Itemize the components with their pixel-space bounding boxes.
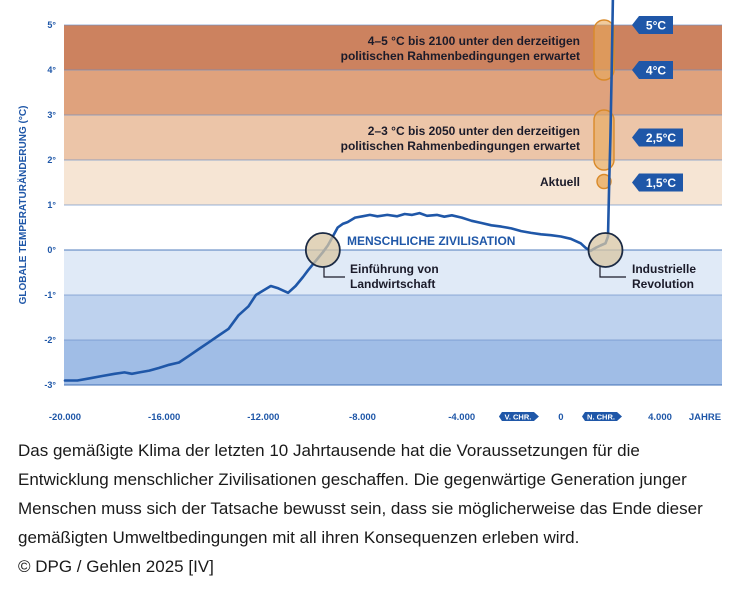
marker-5°C: 5°C	[632, 16, 673, 34]
era-tag-bg	[498, 412, 539, 421]
zivilisation-label: MENSCHLICHE ZIVILISATION	[347, 234, 515, 248]
y-axis-label: GLOBALE TEMPERATURÄNDERUNG (°C)	[16, 106, 29, 305]
scenario-high-label: politischen Rahmenbedingungen erwartet	[341, 49, 580, 63]
y-tick-label: 1°	[47, 200, 56, 210]
marker-tag	[632, 61, 673, 79]
scenario-high-label: 4–5 °C bis 2100 unter den derzeitigen	[368, 34, 580, 48]
industrie-label: Industrielle	[632, 262, 696, 276]
marker-label: 5°C	[646, 19, 666, 33]
industrial-circle	[587, 232, 624, 268]
gridlines	[64, 24, 722, 386]
caption-text: Das gemäßigte Klima der letzten 10 Jahrt…	[18, 441, 703, 547]
marker-2,5°C: 2,5°C	[632, 128, 683, 147]
caption: Das gemäßigte Klima der letzten 10 Jahrt…	[18, 436, 734, 581]
band-3-4	[64, 70, 722, 115]
era-tag-bg	[581, 412, 622, 421]
x-tick-label: -4.000	[448, 412, 475, 423]
landwirtschaft-leader	[323, 266, 345, 278]
marker-tag	[632, 16, 673, 34]
series	[63, 0, 615, 382]
y-tick-label: 0°	[47, 245, 56, 255]
x-tick-label: 0	[558, 412, 563, 423]
y-tick-label: -2°	[44, 335, 56, 345]
era-tag-label: V. CHR.	[505, 413, 532, 422]
era-tag-label: N. CHR.	[587, 413, 615, 422]
y-tick-label: -3°	[44, 380, 56, 390]
temperature-markers: 5°C 4°C 2,5°C 1,5°C	[632, 16, 683, 192]
landwirtschaft-label: Einführung von	[350, 262, 439, 276]
era-tag: N. CHR.	[581, 412, 622, 422]
marker-label: 1,5°C	[646, 176, 676, 190]
aktuell-label: Aktuell	[540, 175, 580, 189]
marker-tag	[632, 128, 683, 147]
x-tick-label: -16.000	[148, 412, 180, 423]
agriculture-circle	[304, 232, 341, 268]
y-tick-label: 5°	[47, 20, 56, 30]
y-axis-ticks: 5° 4° 3° 2° 1° 0° -1° -2° -3°	[44, 20, 56, 390]
x-tick-label: 4.000	[648, 412, 672, 423]
range-4-5	[593, 19, 615, 81]
era-tag: V. CHR.	[498, 412, 539, 422]
marker-label: 4°C	[646, 64, 666, 78]
x-tick-label: -12.000	[247, 412, 279, 423]
y-tick-label: 3°	[47, 110, 56, 120]
temperature-line	[63, 0, 615, 382]
scenario-mid-label: 2–3 °C bis 2050 unter den derzeitigen	[368, 124, 580, 138]
y-tick-label: 4°	[47, 65, 56, 75]
annotations: 4–5 °C bis 2100 unter den derzeitigenpol…	[323, 34, 696, 291]
range-aktuell	[596, 173, 612, 190]
scenario-mid-label: politischen Rahmenbedingungen erwartet	[341, 139, 580, 153]
caption-credit: © DPG / Gehlen 2025 [IV]	[18, 557, 214, 576]
industrie-label: Revolution	[632, 277, 694, 291]
marker-label: 2,5°C	[646, 131, 676, 145]
y-tick-label: 2°	[47, 155, 56, 165]
highlight-circles	[304, 232, 624, 268]
band--3--2	[64, 340, 722, 385]
y-tick-label: -1°	[44, 290, 56, 300]
marker-tag	[632, 173, 683, 192]
marker-4°C: 4°C	[632, 61, 673, 79]
temperature-chart: GLOBALE TEMPERATURÄNDERUNG (°C) 5° 4° 3° 2°…	[16, 0, 722, 423]
band--2--1	[64, 295, 722, 340]
x-tick-label: -20.000	[49, 412, 81, 423]
industrie-leader	[599, 266, 626, 278]
x-tick-label: -8.000	[349, 412, 376, 423]
band-1-2	[64, 160, 722, 205]
marker-1,5°C: 1,5°C	[632, 173, 683, 192]
landwirtschaft-label: Landwirtschaft	[350, 277, 435, 291]
x-axis-unit-label: JAHRE	[689, 412, 721, 423]
x-axis: -20.000 -16.000 -12.000 -8.000 -4.000 0 4.000 J…	[49, 412, 721, 423]
